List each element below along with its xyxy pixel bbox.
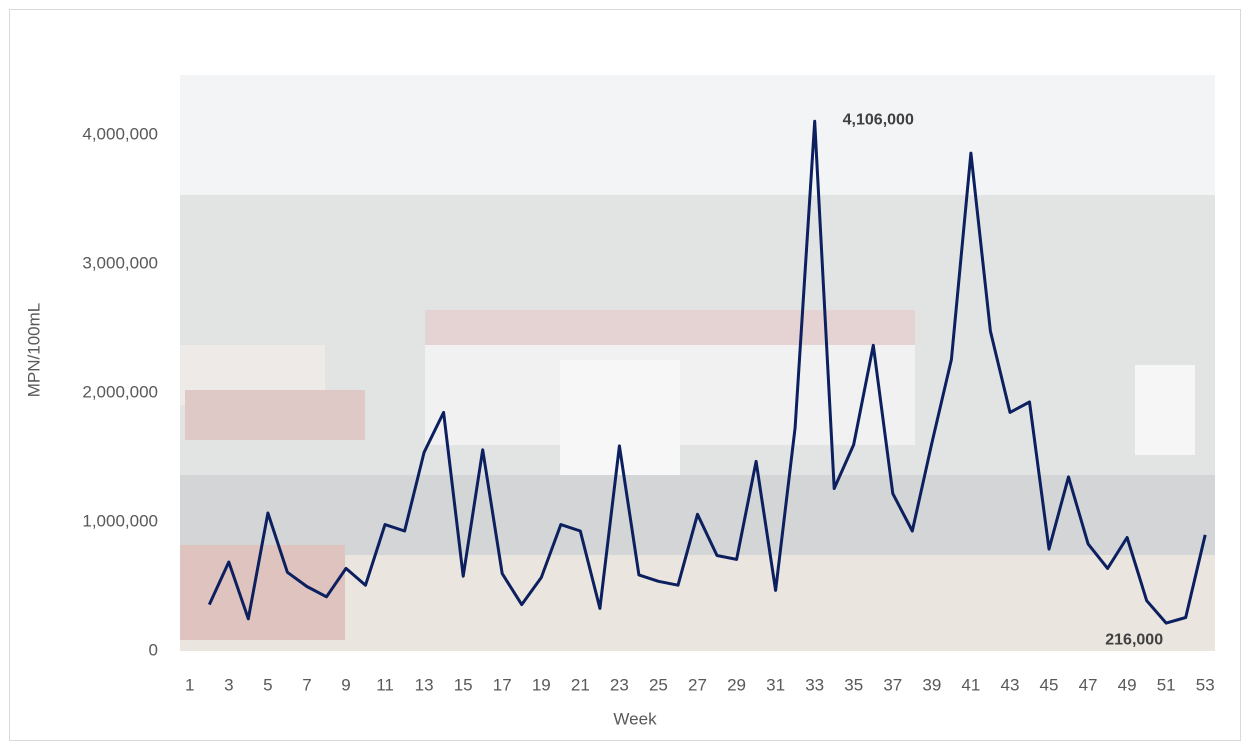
x-tick-label: 35: [844, 675, 863, 694]
x-axis-title: Week: [613, 709, 657, 728]
x-tick-label: 29: [727, 675, 746, 694]
data-line: [207, 119, 1207, 625]
x-tick-label: 11: [376, 675, 394, 694]
y-tick-label: 3,000,000: [82, 253, 158, 272]
x-tick-label: 31: [766, 675, 785, 694]
data-label: 4,106,000: [843, 112, 914, 129]
x-tick-label: 27: [688, 675, 707, 694]
x-tick-label: 37: [883, 675, 902, 694]
x-tick-label: 41: [961, 675, 980, 694]
data-label: 216,000: [1105, 631, 1163, 648]
y-tick-label: 0: [149, 640, 158, 659]
y-tick-label: 2,000,000: [82, 382, 158, 401]
y-axis-title: MPN/100mL: [24, 303, 43, 397]
x-tick-label: 3: [224, 675, 233, 694]
x-tick-label: 7: [302, 675, 311, 694]
x-tick-label: 13: [415, 675, 434, 694]
chart-border: [9, 9, 1241, 741]
x-tick-label: 1: [185, 675, 194, 694]
x-tick-label: 51: [1157, 675, 1176, 694]
x-tick-label: 23: [610, 675, 629, 694]
x-tick-label: 47: [1079, 675, 1098, 694]
x-tick-label: 9: [341, 675, 350, 694]
x-tick-label: 5: [263, 675, 272, 694]
x-tick-label: 17: [493, 675, 512, 694]
y-tick-label: 1,000,000: [82, 511, 158, 530]
x-tick-label: 45: [1040, 675, 1059, 694]
x-tick-label: 39: [922, 675, 941, 694]
y-tick-label: 4,000,000: [82, 124, 158, 143]
x-tick-label: 21: [571, 675, 590, 694]
background-photo: [180, 75, 1215, 651]
x-tick-label: 15: [454, 675, 473, 694]
x-tick-label: 53: [1196, 675, 1215, 694]
x-tick-label: 25: [649, 675, 668, 694]
x-tick-label: 43: [1000, 675, 1019, 694]
x-tick-label: 33: [805, 675, 824, 694]
x-tick-label: 49: [1118, 675, 1137, 694]
x-tick-label: 19: [532, 675, 551, 694]
